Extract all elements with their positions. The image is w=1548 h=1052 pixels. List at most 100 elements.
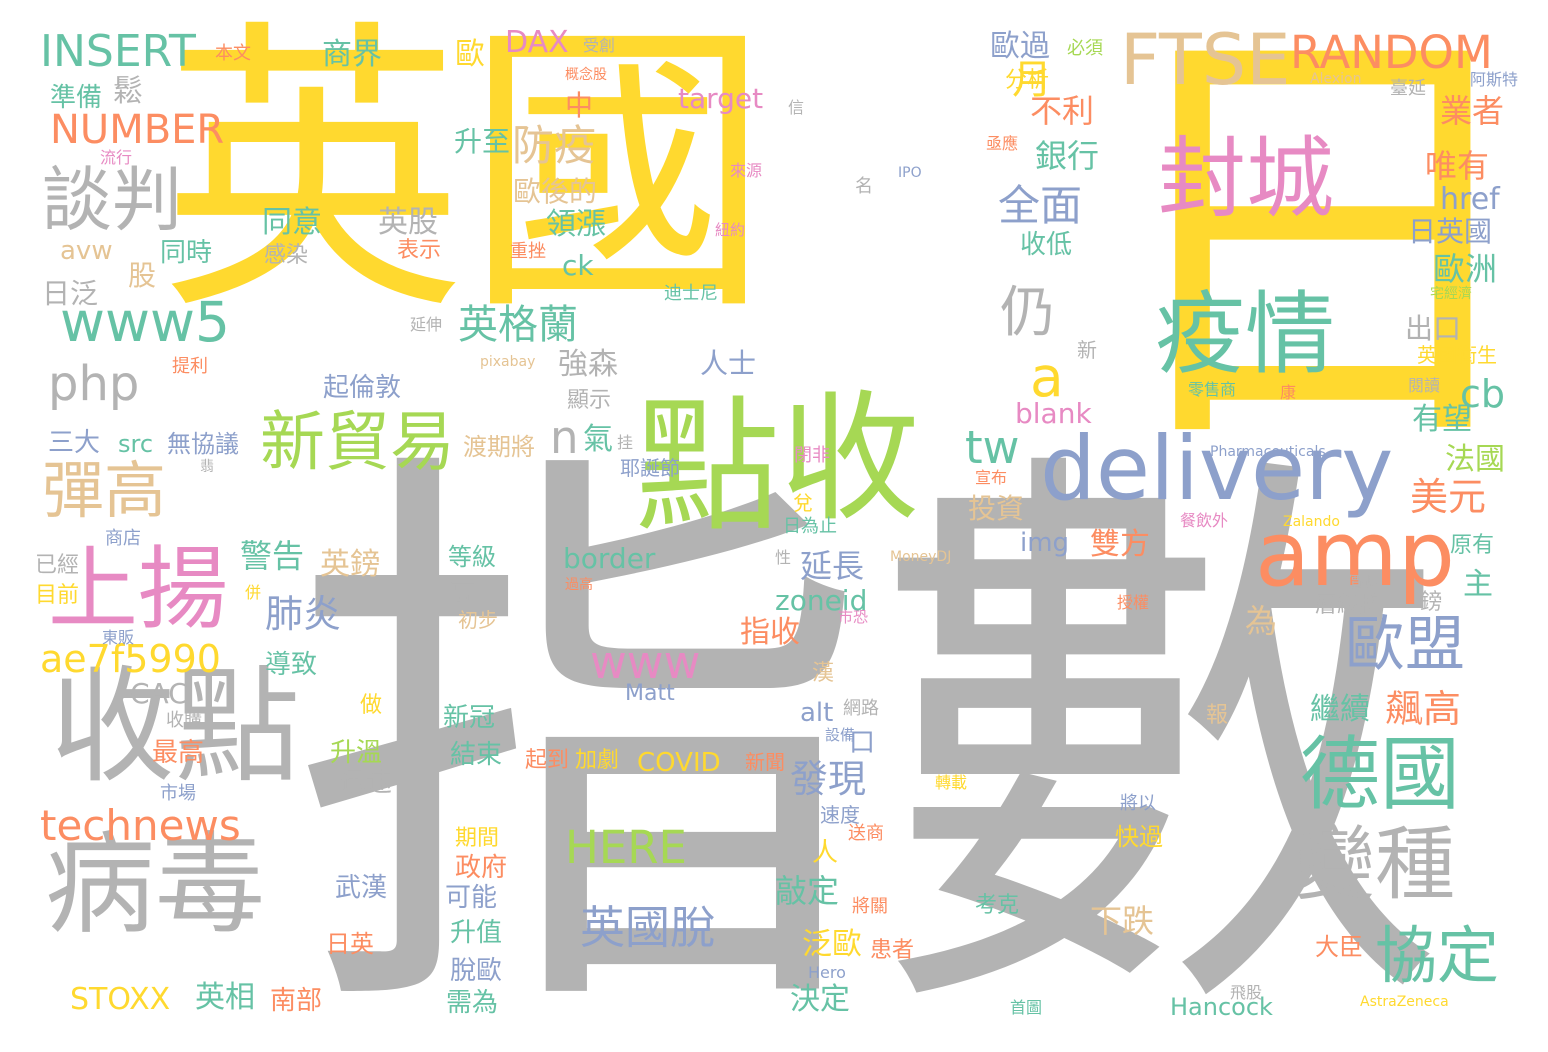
- cloud-word: 升至: [454, 125, 511, 158]
- cloud-word: 點: [635, 383, 780, 552]
- cloud-word: 期間: [455, 826, 500, 851]
- cloud-word: 警告: [240, 537, 305, 575]
- cloud-word: 速度: [820, 803, 860, 827]
- cloud-word: CAC: [130, 677, 188, 710]
- cloud-word: 起到: [525, 748, 570, 773]
- cloud-word: 併: [245, 583, 262, 602]
- cloud-word: 協定: [1375, 919, 1500, 992]
- cloud-word: COVID: [637, 748, 721, 778]
- cloud-word: 投資: [968, 492, 1025, 525]
- cloud-word: Zalando: [1283, 514, 1340, 530]
- cloud-word: amp: [1255, 502, 1455, 607]
- cloud-word: 升溫: [330, 738, 383, 768]
- cloud-word: 授權: [1117, 593, 1150, 612]
- cloud-word: 封城: [1158, 127, 1335, 230]
- cloud-word: 紐約: [715, 221, 746, 239]
- cloud-word: 本文: [215, 43, 251, 64]
- cloud-word: 受創: [583, 36, 616, 55]
- cloud-word: 為: [1245, 602, 1278, 640]
- cloud-word: 出口: [1405, 312, 1462, 345]
- cloud-word: 表示: [397, 238, 442, 263]
- cloud-word: 英格蘭: [458, 302, 578, 348]
- cloud-word: 歐洲: [1433, 250, 1498, 288]
- cloud-word: 最高: [152, 738, 205, 768]
- cloud-word: 領漲: [546, 207, 606, 242]
- cloud-word: 強森: [558, 347, 618, 382]
- cloud-word: 網路: [843, 698, 879, 719]
- cloud-word: 臺延: [1390, 78, 1426, 99]
- cloud-word: 亟應: [986, 134, 1019, 153]
- cloud-word: 商店: [105, 528, 141, 549]
- cloud-word: 閱讀: [1408, 376, 1441, 395]
- cloud-word: 收低: [1020, 230, 1073, 260]
- cloud-word: 市場: [160, 783, 196, 804]
- cloud-word: 考克: [975, 893, 1020, 918]
- cloud-word: 中: [565, 89, 594, 122]
- cloud-word: 防疫: [512, 121, 597, 170]
- cloud-word: 歐盟: [1345, 610, 1465, 680]
- cloud-word: 雙方: [1090, 527, 1150, 562]
- cloud-word: Alexion: [1310, 71, 1362, 87]
- cloud-word: zoneid: [775, 584, 868, 617]
- cloud-word: 迅速: [340, 768, 393, 798]
- cloud-word: ck: [562, 249, 594, 282]
- cloud-word: 人士: [700, 347, 757, 380]
- cloud-word: img: [1020, 528, 1070, 558]
- cloud-word: 漢: [812, 661, 835, 686]
- cloud-word: 名: [855, 176, 873, 197]
- cloud-word: 氣: [583, 422, 613, 457]
- cloud-word: delivery: [1040, 417, 1394, 520]
- cloud-word: 談判: [42, 159, 182, 241]
- cloud-word: 彈高: [42, 454, 167, 527]
- cloud-word: 東販: [102, 628, 135, 647]
- cloud-word: 病毒: [45, 821, 265, 949]
- cloud-word: 歐後的: [513, 175, 598, 208]
- cloud-word: 英國脫: [580, 901, 716, 954]
- cloud-word: 首圖: [1010, 998, 1043, 1017]
- cloud-word: ae7f5990: [40, 637, 221, 681]
- cloud-word: tw: [965, 421, 1020, 474]
- cloud-word: cb: [1460, 372, 1506, 416]
- cloud-word: FTSE: [1120, 19, 1291, 101]
- cloud-word: www5: [60, 290, 230, 354]
- cloud-word: 重挫: [510, 241, 546, 262]
- cloud-word: 宅經濟: [1430, 286, 1472, 302]
- cloud-word: 業者: [1440, 92, 1505, 130]
- cloud-word: 英鎊: [320, 547, 380, 582]
- cloud-word: 飛股: [1230, 983, 1263, 1002]
- cloud-word: 下跌: [1090, 902, 1155, 940]
- cloud-word: php: [48, 356, 140, 412]
- cloud-word: 價碼: [1347, 573, 1378, 591]
- cloud-word: MoneyDJ: [890, 549, 952, 565]
- cloud-word: href: [1440, 182, 1500, 217]
- cloud-word: 日英國: [1408, 215, 1493, 248]
- cloud-word: 南部: [270, 986, 323, 1016]
- cloud-word: AstraZeneca: [1360, 994, 1449, 1010]
- cloud-word: 做: [360, 693, 383, 718]
- cloud-word: 日為止: [783, 516, 837, 537]
- cloud-word: 分析: [1005, 68, 1050, 93]
- cloud-word: 設備: [825, 726, 856, 744]
- cloud-word: 法國: [1445, 442, 1505, 477]
- cloud-word: 收: [780, 378, 921, 541]
- cloud-word: 翡: [200, 459, 214, 475]
- cloud-word: 口: [849, 728, 876, 758]
- cloud-word: 已經: [35, 553, 80, 578]
- cloud-word: 新冠: [443, 703, 496, 733]
- cloud-word: 無協議: [167, 430, 239, 458]
- cloud-word: 收點: [50, 655, 300, 800]
- cloud-word: 英國: [160, 0, 770, 350]
- cloud-word: 高: [450, 578, 477, 608]
- cloud-word: 延長: [800, 547, 865, 585]
- cloud-word: 上揚: [48, 537, 228, 642]
- cloud-word: 可能: [445, 883, 498, 913]
- cloud-word: a: [1030, 345, 1064, 409]
- cloud-word: 變種: [1295, 818, 1455, 911]
- cloud-word: 耶誕節: [620, 456, 680, 480]
- cloud-word: 仍: [1000, 280, 1056, 344]
- cloud-word: 指數: [290, 407, 1450, 1052]
- cloud-word: www: [590, 636, 701, 689]
- cloud-word: 信: [788, 98, 805, 117]
- cloud-word: 歐: [455, 37, 485, 72]
